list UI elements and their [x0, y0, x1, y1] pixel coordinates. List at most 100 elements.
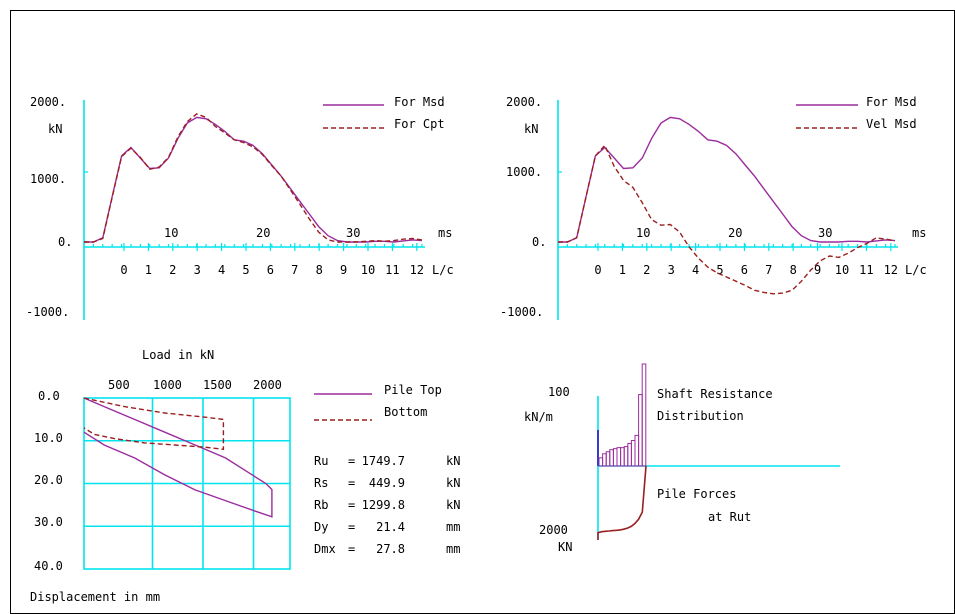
c3-legend-bottom: Bottom — [384, 405, 427, 419]
c2-legend-msd: For Msd — [866, 95, 917, 109]
c1-xunit-ms: ms — [438, 226, 452, 240]
c3-series-1 — [83, 397, 225, 451]
c2-lc-label: 10 — [835, 263, 849, 277]
c2-lc-unit: L/c — [905, 263, 927, 277]
result-rs-eq: = — [348, 476, 355, 490]
result-ru-label: Ru — [314, 454, 328, 468]
c1-series-1 — [84, 113, 423, 243]
c2-ytick-2000: 2000. — [506, 95, 542, 109]
c1-ytick-0: 0. — [58, 235, 72, 249]
c1-lc-label: 4 — [218, 263, 225, 277]
c2-ytick-0: 0. — [532, 235, 546, 249]
c2-lc-label: 7 — [765, 263, 772, 277]
c1-lc-label: 0 — [120, 263, 127, 277]
c3-ytick-0: 0.0 — [38, 389, 60, 403]
result-rb-value: 1299.8 — [362, 498, 405, 512]
c1-ytick-2000: 2000. — [30, 95, 66, 109]
c1-lc-label: 1 — [145, 263, 152, 277]
c2-legend-vel: Vel Msd — [866, 117, 917, 131]
c4-ytick-100: 100 — [548, 385, 570, 399]
c3-xtick-1500: 1500 — [203, 378, 232, 392]
result-dy: Dy = 21.4 mm — [314, 520, 460, 534]
c4-bars — [597, 363, 647, 467]
c4-bar — [612, 448, 618, 467]
c2-ytick-neg1000: -1000. — [500, 305, 543, 319]
c2-lc-label: 5 — [716, 263, 723, 277]
result-rb-label: Rb — [314, 498, 328, 512]
c1-lc-ticks: 0 1 2 3 4 5 6 7 8 9 10 11 12 — [120, 263, 424, 277]
c4-bar — [623, 446, 629, 467]
result-ru: Ru = 1749.7 kN — [314, 454, 460, 468]
c4-bar — [630, 440, 636, 467]
c3-ytick-30: 30.0 — [34, 515, 63, 529]
c1-lc-label: 5 — [242, 263, 249, 277]
c3-legend-top: Pile Top — [384, 383, 442, 397]
c4-lower-ytick: 2000 — [539, 523, 568, 537]
c4-bar — [638, 394, 643, 467]
c2-lc-label: 11 — [859, 263, 873, 277]
load-displacement-chart: Load in kN 500 1000 1500 2000 0.0 10.0 2… — [30, 348, 442, 604]
c3-xtick-1000: 1000 — [153, 378, 182, 392]
c1-yunit: kN — [48, 122, 62, 136]
c2-time-10: 10 — [636, 226, 650, 240]
c2-time-20: 20 — [728, 226, 742, 240]
c4-yunit: kN/m — [524, 410, 553, 424]
result-dmx-label: Dmx — [314, 542, 336, 556]
c3-xtick-500: 500 — [108, 378, 130, 392]
c2-lc-label: 8 — [790, 263, 797, 277]
result-ru-unit: kN — [446, 454, 460, 468]
c3-ytick-40: 40.0 — [34, 559, 63, 573]
c2-ytick-1000: 1000. — [506, 165, 542, 179]
c1-legend-cpt: For Cpt — [394, 117, 445, 131]
result-dy-unit: mm — [446, 520, 460, 534]
c3-grid — [83, 397, 291, 570]
c1-lc-label: 10 — [361, 263, 375, 277]
result-dmx-unit: mm — [446, 542, 460, 556]
result-rs-label: Rs — [314, 476, 328, 490]
c1-legend-msd: For Msd — [394, 95, 445, 109]
c2-time-30: 30 — [818, 226, 832, 240]
c1-lc-label: 12 — [410, 263, 424, 277]
c2-lc-label: 2 — [643, 263, 650, 277]
c1-lc-label: 2 — [169, 263, 176, 277]
c2-xunit-ms: ms — [912, 226, 926, 240]
c4-force-line — [597, 465, 647, 540]
c2-yunit: kN — [524, 122, 538, 136]
c4-title-line2: Distribution — [657, 409, 744, 423]
c3-xlabel: Load in kN — [142, 348, 214, 362]
c1-lc-label: 8 — [316, 263, 323, 277]
c1-ytick-1000: 1000. — [30, 172, 66, 186]
force-comparison-chart: 2000. kN 1000. 0. -1000. 10 20 30 ms L/c… — [26, 95, 454, 320]
result-ru-value: 1749.7 — [362, 454, 405, 468]
c4-lower-title-1: Pile Forces — [657, 487, 736, 501]
result-rb: Rb = 1299.8 kN — [314, 498, 460, 512]
c2-lc-label: 9 — [814, 263, 821, 277]
c1-series-0 — [84, 116, 423, 243]
c3-ytick-10: 10.0 — [34, 431, 63, 445]
c3-series-0 — [83, 397, 273, 518]
capacity-results: Ru = 1749.7 kN Rs = 449.9 kN Rb = 1299.8… — [314, 454, 460, 556]
c1-time-30: 30 — [346, 226, 360, 240]
result-dmx-value: 27.8 — [376, 542, 405, 556]
c1-ytick-neg1000: -1000. — [26, 305, 69, 319]
c1-lc-label: 11 — [385, 263, 399, 277]
c2-series-0 — [558, 116, 896, 243]
c1-lc-unit: L/c — [432, 263, 454, 277]
c3-ytick-20: 20.0 — [34, 473, 63, 487]
result-rb-eq: = — [348, 498, 355, 512]
c2-series-1 — [558, 144, 896, 295]
c2-lc-label: 3 — [668, 263, 675, 277]
result-ru-eq: = — [348, 454, 355, 468]
result-dy-eq: = — [348, 520, 355, 534]
result-rs-value: 449.9 — [369, 476, 405, 490]
result-dmx-eq: = — [348, 542, 355, 556]
c4-bar — [609, 449, 614, 467]
result-dmx: Dmx = 27.8 mm — [314, 542, 460, 556]
c4-bar — [616, 447, 622, 467]
c4-bar — [605, 451, 611, 467]
c4-bar — [620, 447, 625, 467]
c3-xtick-2000: 2000 — [253, 378, 282, 392]
c2-lc-label: 4 — [692, 263, 699, 277]
c4-bar — [641, 363, 647, 467]
